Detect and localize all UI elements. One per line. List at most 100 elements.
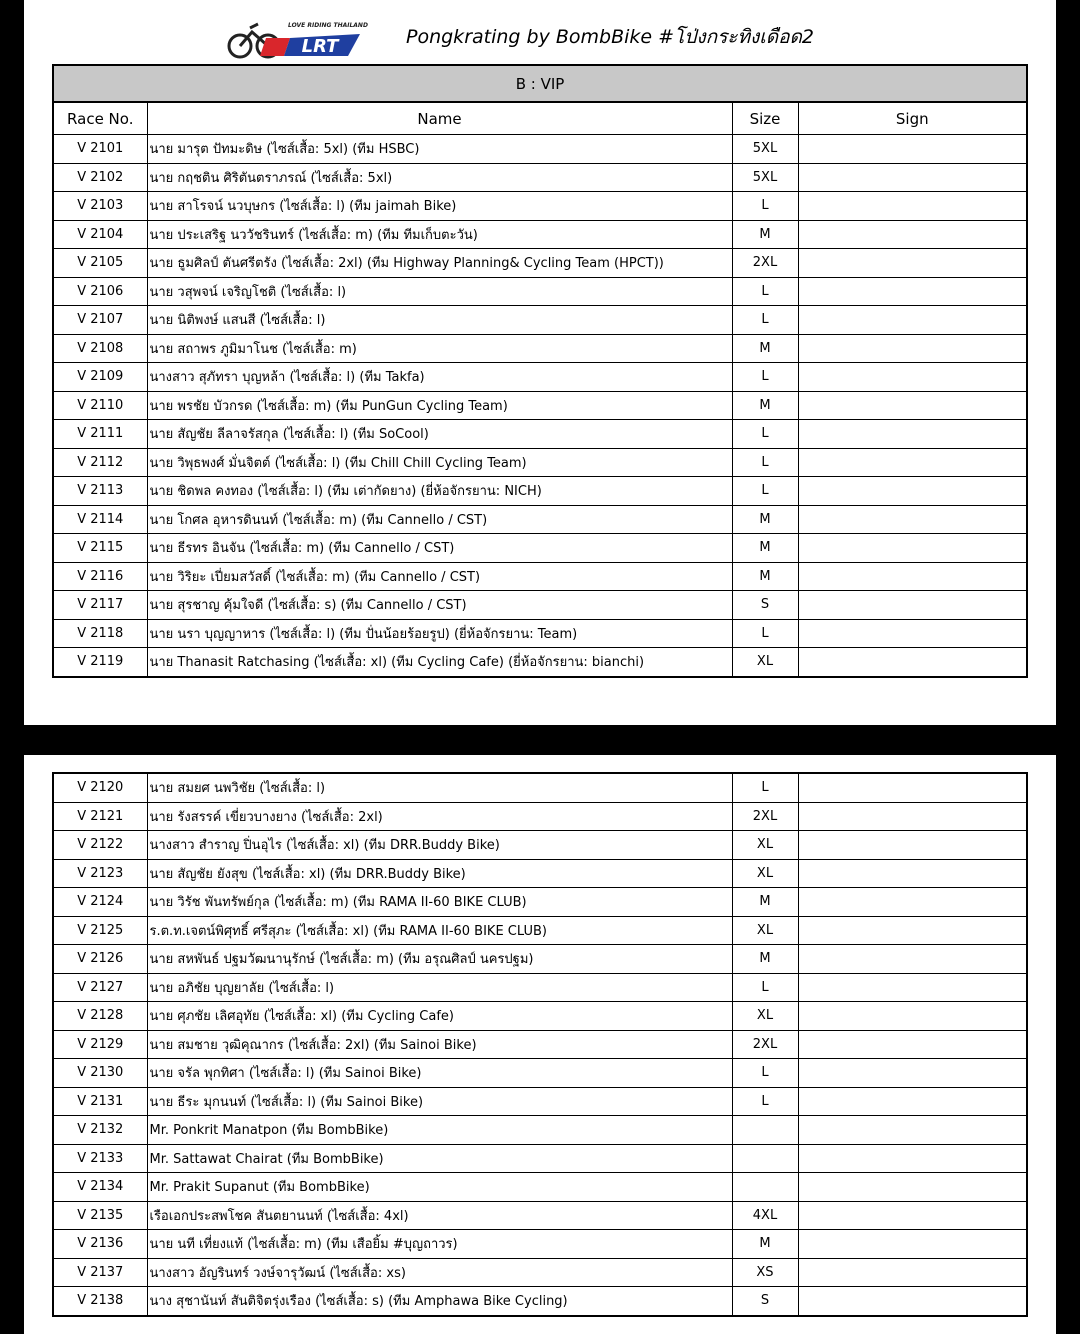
size: L — [731, 362, 799, 392]
size: 4XL — [731, 1200, 799, 1230]
race-number: V 2110 — [52, 390, 148, 420]
name: นาย จรัล พุกทิศา (ไซส์เสื้อ: l) (ทีม Sai… — [146, 1058, 733, 1088]
sign — [797, 561, 1028, 591]
size: M — [731, 390, 799, 420]
table-row: V 2110 นาย พรชัย บัวกรด (ไซส์เสื้อ: m) (ท… — [52, 390, 1028, 420]
race-number: V 2113 — [52, 476, 148, 506]
section-row: B : VIP — [52, 64, 1028, 103]
table-row: V 2119 นาย Thanasit Ratchasing (ไซส์เสื้อ… — [52, 647, 1028, 677]
race-number: V 2132 — [52, 1115, 148, 1145]
name: Mr. Prakit Supanut (ทีม BombBike) — [146, 1172, 733, 1202]
race-number: V 2116 — [52, 561, 148, 591]
column-header: Name — [146, 101, 733, 135]
size: 2XL — [731, 248, 799, 278]
sign — [797, 1172, 1028, 1202]
table-row: V 2128 นาย ศุภชัย เลิศอุทัย (ไซส์เสื้อ: x… — [52, 1001, 1028, 1031]
table-row: V 2117 นาย สุรชาญ คุ้มใจดี (ไซส์เสื้อ: s)… — [52, 590, 1028, 620]
sign — [797, 1200, 1028, 1230]
sign — [797, 248, 1028, 278]
race-number: V 2138 — [52, 1286, 148, 1316]
size: M — [731, 219, 799, 249]
table-row: V 2133 Mr. Sattawat Chairat (ทีม BombBike… — [52, 1143, 1028, 1173]
table: B : VIP Race No. Name Size Sign V 2101 นา… — [52, 64, 1028, 678]
sign — [797, 618, 1028, 648]
table-row: V 2137 นางสาว อัญรินทร์ วงษ์จารุวัฒน์ (ไซ… — [52, 1257, 1028, 1287]
table-row: V 2126 นาย สหพันธ์ ปฐมวัฒนานุรักษ์ (ไซส์เ… — [52, 944, 1028, 974]
size: L — [731, 772, 799, 803]
size: M — [731, 561, 799, 591]
size: 5XL — [731, 162, 799, 192]
page: V 2120 นาย สมยศ นพวิชัย (ไซส์เสื้อ: l) L V … — [24, 755, 1056, 1334]
sign — [797, 419, 1028, 449]
race-number: V 2111 — [52, 419, 148, 449]
size: L — [731, 1086, 799, 1116]
sign — [797, 1001, 1028, 1031]
sign — [797, 533, 1028, 563]
table-row: V 2102 นาย กฤชติน ศิริตันตราภรณ์ (ไซส์เสื… — [52, 162, 1028, 192]
sign — [797, 162, 1028, 192]
name: นาย ธีรทร อินจัน (ไซส์เสื้อ: m) (ทีม Can… — [146, 533, 733, 563]
table: V 2120 นาย สมยศ นพวิชัย (ไซส์เสื้อ: l) L V … — [52, 772, 1028, 1317]
size: M — [731, 887, 799, 917]
name: นาย อภิชัย บุญยาลัย (ไซส์เสื้อ: l) — [146, 972, 733, 1002]
race-number: V 2125 — [52, 915, 148, 945]
name: นาย ประเสริฐ นววัชรินทร์ (ไซส์เสื้อ: m) … — [146, 219, 733, 249]
name: นาย สมยศ นพวิชัย (ไซส์เสื้อ: l) — [146, 772, 733, 803]
table-row: V 2136 นาย นที เที่ยงแท้ (ไซส์เสื้อ: m) (… — [52, 1229, 1028, 1259]
table-row: V 2108 นาย สถาพร ภูมิมาโนช (ไซส์เสื้อ: m)… — [52, 333, 1028, 363]
logo: LRT LOVE RIDING THAILAND — [227, 22, 368, 59]
race-number: V 2120 — [52, 772, 148, 803]
race-number: V 2101 — [52, 134, 148, 164]
size: S — [731, 1286, 799, 1316]
section-title: B : VIP — [52, 64, 1028, 103]
size: XL — [731, 1001, 799, 1031]
name: นาย รังสรรค์ เขี่ยวบางยาง (ไซส์เสื้อ: 2x… — [146, 801, 733, 831]
race-number: V 2135 — [52, 1200, 148, 1230]
sign — [797, 1029, 1028, 1059]
table-row: V 2111 นาย สัญชัย ลีลาจรัสกุล (ไซส์เสื้อ:… — [52, 419, 1028, 449]
race-number: V 2123 — [52, 858, 148, 888]
name: นาย สาโรจน์ นวบุษกร (ไซส์เสื้อ: l) (ทีม … — [146, 191, 733, 221]
race-number: V 2122 — [52, 830, 148, 860]
name: นาย นที เที่ยงแท้ (ไซส์เสื้อ: m) (ทีม เส… — [146, 1229, 733, 1259]
page: LRT LOVE RIDING THAILAND Pongkrating by … — [24, 0, 1056, 725]
size: M — [731, 533, 799, 563]
race-number: V 2106 — [52, 276, 148, 306]
name: นาง สุชานันท์ สันติจิตรุ่งเรือง (ไซส์เสื… — [146, 1286, 733, 1316]
name: นางสาว อัญรินทร์ วงษ์จารุวัฒน์ (ไซส์เสื้… — [146, 1257, 733, 1287]
sign — [797, 858, 1028, 888]
race-number: V 2127 — [52, 972, 148, 1002]
size: XL — [731, 647, 799, 677]
sign — [797, 944, 1028, 974]
race-number: V 2105 — [52, 248, 148, 278]
table-row: V 2114 นาย โกศล อุหารดินนท์ (ไซส์เสื้อ: m… — [52, 504, 1028, 534]
table-row: V 2106 นาย วสุพจน์ เจริญโชติ (ไซส์เสื้อ: … — [52, 276, 1028, 306]
size: 5XL — [731, 134, 799, 164]
size — [731, 1115, 799, 1145]
size: L — [731, 419, 799, 449]
race-number: V 2124 — [52, 887, 148, 917]
race-number: V 2129 — [52, 1029, 148, 1059]
sign — [797, 333, 1028, 363]
sign — [797, 1143, 1028, 1173]
size: M — [731, 1229, 799, 1259]
size: L — [731, 276, 799, 306]
table-row: V 2130 นาย จรัล พุกทิศา (ไซส์เสื้อ: l) (ท… — [52, 1058, 1028, 1088]
sign — [797, 390, 1028, 420]
size: M — [731, 504, 799, 534]
size: XL — [731, 858, 799, 888]
race-number: V 2103 — [52, 191, 148, 221]
sign — [797, 972, 1028, 1002]
size — [731, 1143, 799, 1173]
table-row: V 2109 นางสาว สุภัทรา บุญหล้า (ไซส์เสื้อ:… — [52, 362, 1028, 392]
table-row: V 2134 Mr. Prakit Supanut (ทีม BombBike) — [52, 1172, 1028, 1202]
race-number: V 2104 — [52, 219, 148, 249]
table-row: V 2132 Mr. Ponkrit Manatpon (ทีม BombBike… — [52, 1115, 1028, 1145]
table-row: V 2124 นาย วิรัช พันทรัพย์กุล (ไซส์เสื้อ:… — [52, 887, 1028, 917]
sign — [797, 276, 1028, 306]
title: Pongkrating by BombBike #โป่งกระทิงเดือด… — [406, 26, 814, 48]
size: L — [731, 618, 799, 648]
name: นาย วสุพจน์ เจริญโชติ (ไซส์เสื้อ: l) — [146, 276, 733, 306]
size: L — [731, 1058, 799, 1088]
table-row: V 2107 นาย นิติพงษ์ แสนสี (ไซส์เสื้อ: l) L — [52, 305, 1028, 335]
